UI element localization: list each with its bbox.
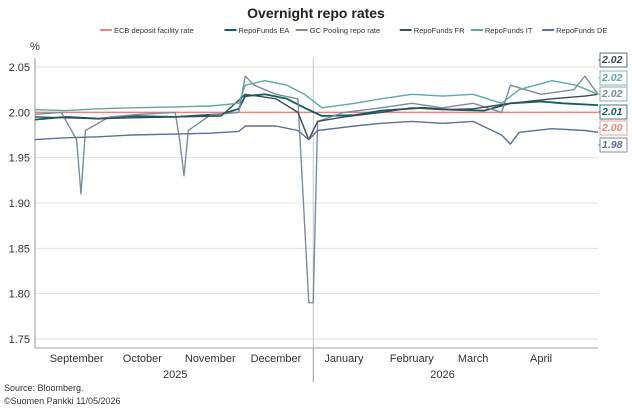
series-line [34,93,599,141]
legend-label: ECB deposit facility rate [114,26,194,35]
source-note: Source: Bloomberg. [4,383,84,393]
legend-label: RepoFunds DE [556,26,607,35]
series-lines [34,75,599,304]
x-tick-label: December [251,353,302,365]
end-label: 2.02 [601,54,623,66]
x-tick-label: April [530,353,552,365]
year-label: 2026 [430,369,454,381]
x-tick-label: January [324,353,364,365]
y-tick-label: 1.90 [9,198,30,210]
y-tick-label: 1.75 [9,334,30,346]
end-labels: 2.02 2.02 2.02 2.01 2.00 1.98 [598,52,628,153]
end-label: 1.98 [602,139,623,151]
end-label: 2.02 [601,88,623,100]
y-tick-label: 2.00 [9,107,30,119]
series-line [34,80,599,112]
y-axis: 1.75 1.80 1.85 1.90 1.95 2.00 2.05 [9,58,36,348]
x-tick-label: February [390,353,435,365]
x-tick-label: September [50,353,104,365]
end-label: 2.00 [601,122,623,134]
y-tick-label: 1.85 [9,243,30,255]
x-tick-label: October [123,353,162,365]
legend-label: GC Pooling repo rate [310,26,380,35]
x-tick-label: March [458,353,489,365]
series-line [34,120,599,145]
series-line [34,93,599,121]
y-tick-label: 1.95 [9,153,30,165]
legend-label: RepoFunds IT [485,26,533,35]
x-tick-label: November [185,353,236,365]
chart-title: Overnight repo rates [247,5,385,21]
y-tick-label: 1.80 [9,289,30,301]
y-tick-label: 2.05 [9,62,30,74]
end-label: 2.01 [601,106,623,118]
legend: ECB deposit facility rate RepoFunds EA GC … [100,26,607,35]
x-axis: September October November December January F… [35,58,598,382]
credit-note: ©Suomen Pankki 11/05/2026 [4,396,121,406]
end-label: 2.02 [601,72,623,84]
year-label: 2025 [163,369,187,381]
legend-label: RepoFunds EA [239,26,290,35]
y-axis-unit: % [30,41,40,53]
series-line [34,75,599,304]
legend-label: RepoFunds FR [414,26,465,35]
